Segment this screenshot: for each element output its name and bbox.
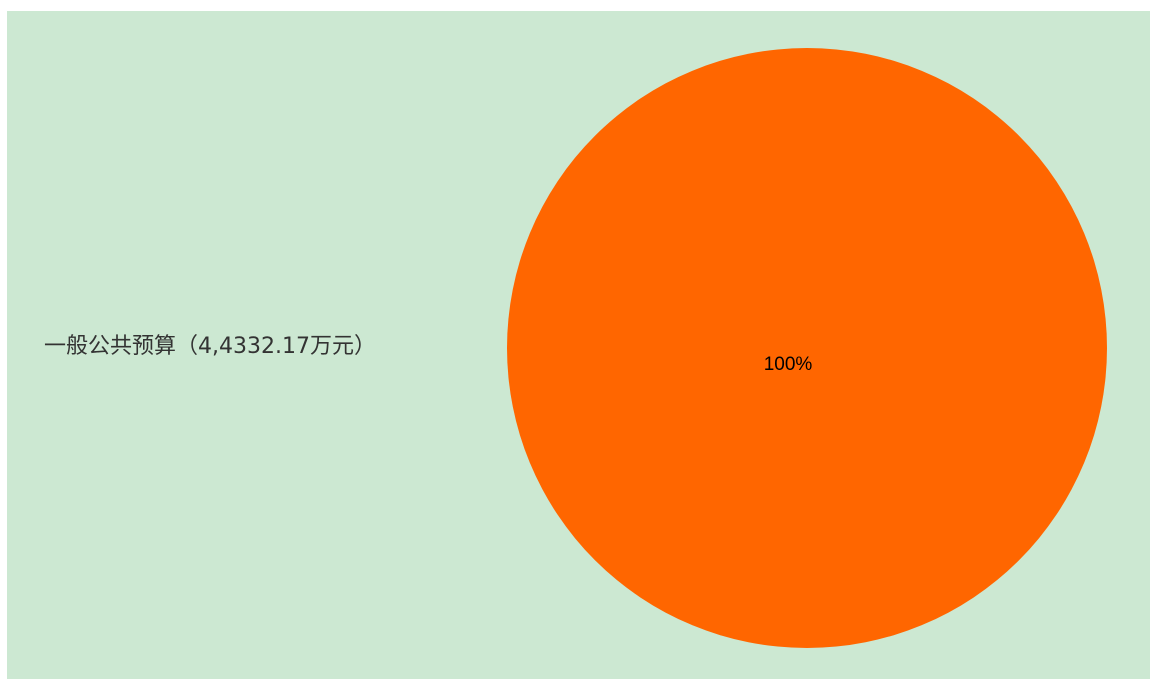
slice-percent-label: 100% <box>764 354 813 375</box>
slice-label: 一般公共预算（4,4332.17万元） <box>44 334 376 359</box>
pie-slice <box>507 48 1107 648</box>
